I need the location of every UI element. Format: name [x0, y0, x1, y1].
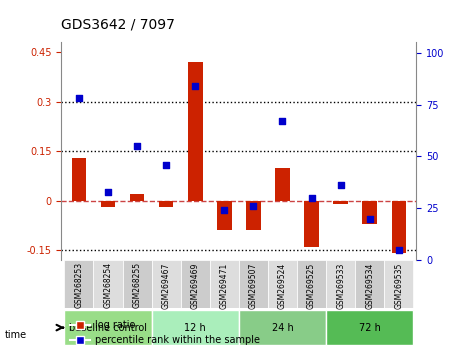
Bar	[333, 201, 348, 204]
Text: GSM269471: GSM269471	[220, 262, 229, 309]
Text: 24 h: 24 h	[272, 322, 293, 333]
FancyBboxPatch shape	[181, 260, 210, 308]
Point	[308, 195, 315, 201]
Text: GSM269533: GSM269533	[336, 262, 345, 309]
Bar	[159, 201, 174, 207]
Point	[104, 189, 112, 194]
Bar	[275, 168, 290, 201]
FancyBboxPatch shape	[326, 310, 413, 345]
Bar	[101, 201, 115, 207]
FancyBboxPatch shape	[94, 260, 123, 308]
Text: GSM269467: GSM269467	[162, 262, 171, 309]
Text: GSM269535: GSM269535	[394, 262, 403, 309]
Point	[192, 83, 199, 89]
Text: GSM269524: GSM269524	[278, 262, 287, 309]
Bar	[217, 201, 232, 230]
Point	[366, 216, 374, 221]
Bar	[392, 201, 406, 253]
Text: GSM269525: GSM269525	[307, 262, 316, 309]
Bar	[362, 201, 377, 224]
Point	[250, 203, 257, 209]
Text: baseline control: baseline control	[69, 322, 147, 333]
Point	[395, 247, 403, 252]
FancyBboxPatch shape	[152, 260, 181, 308]
Point	[162, 162, 170, 167]
Text: GDS3642 / 7097: GDS3642 / 7097	[61, 18, 175, 32]
FancyBboxPatch shape	[268, 260, 297, 308]
Text: 12 h: 12 h	[184, 322, 206, 333]
FancyBboxPatch shape	[384, 260, 413, 308]
Text: GSM269469: GSM269469	[191, 262, 200, 309]
Point	[337, 183, 344, 188]
Text: time: time	[5, 330, 27, 339]
Bar	[188, 62, 202, 201]
Text: GSM268254: GSM268254	[104, 262, 113, 308]
FancyBboxPatch shape	[326, 260, 355, 308]
FancyBboxPatch shape	[239, 310, 326, 345]
Point	[133, 143, 141, 149]
FancyBboxPatch shape	[355, 260, 384, 308]
Text: GSM269534: GSM269534	[365, 262, 374, 309]
FancyBboxPatch shape	[239, 260, 268, 308]
Bar	[246, 201, 261, 230]
Bar	[72, 158, 86, 201]
FancyBboxPatch shape	[64, 260, 94, 308]
FancyBboxPatch shape	[123, 260, 152, 308]
FancyBboxPatch shape	[210, 260, 239, 308]
Legend: log ratio, percentile rank within the sample: log ratio, percentile rank within the sa…	[66, 316, 263, 349]
Bar	[130, 194, 144, 201]
FancyBboxPatch shape	[152, 310, 239, 345]
Text: 72 h: 72 h	[359, 322, 381, 333]
FancyBboxPatch shape	[64, 310, 152, 345]
FancyBboxPatch shape	[297, 260, 326, 308]
Point	[75, 96, 83, 101]
Point	[220, 207, 228, 213]
Text: GSM268253: GSM268253	[74, 262, 83, 308]
Text: GSM269507: GSM269507	[249, 262, 258, 309]
Bar	[304, 201, 319, 247]
Text: GSM268255: GSM268255	[132, 262, 141, 308]
Point	[279, 118, 286, 124]
